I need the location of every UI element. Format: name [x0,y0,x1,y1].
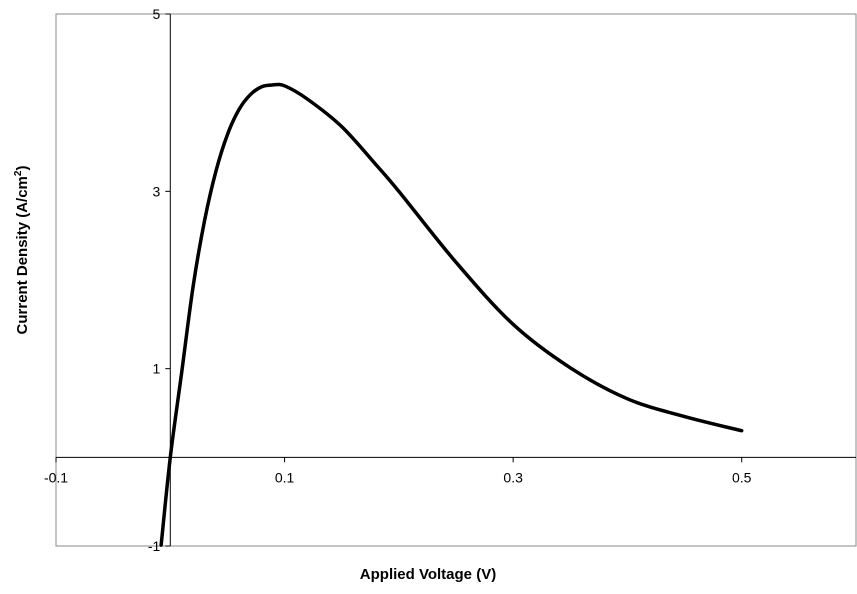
y-tick-label: 1 [152,361,160,377]
tick-labels: -0.1 0.1 0.3 0.5 -1 1 3 5 [44,6,752,554]
x-tick-label: 0.5 [732,469,752,485]
series-line [159,82,744,547]
y-axis-title-close: ) [14,165,31,171]
plot-area-frame [55,13,857,547]
y-axis-title: Current Density (A/cm2) [9,80,35,420]
y-axis-title-superscript: 2 [13,170,24,177]
x-tick-label: 0.3 [503,469,523,485]
y-tick-label: 3 [152,183,160,199]
x-axis-title: Applied Voltage (V) [360,566,496,583]
y-tick-label: -1 [148,538,161,554]
x-tick-label: -0.1 [44,469,68,485]
axes [55,13,856,547]
series-layer [159,82,744,547]
y-tick-label: 5 [152,6,160,22]
y-axis-title-main: Current Density (A/cm [14,176,31,335]
x-tick-label: 0.1 [275,469,295,485]
